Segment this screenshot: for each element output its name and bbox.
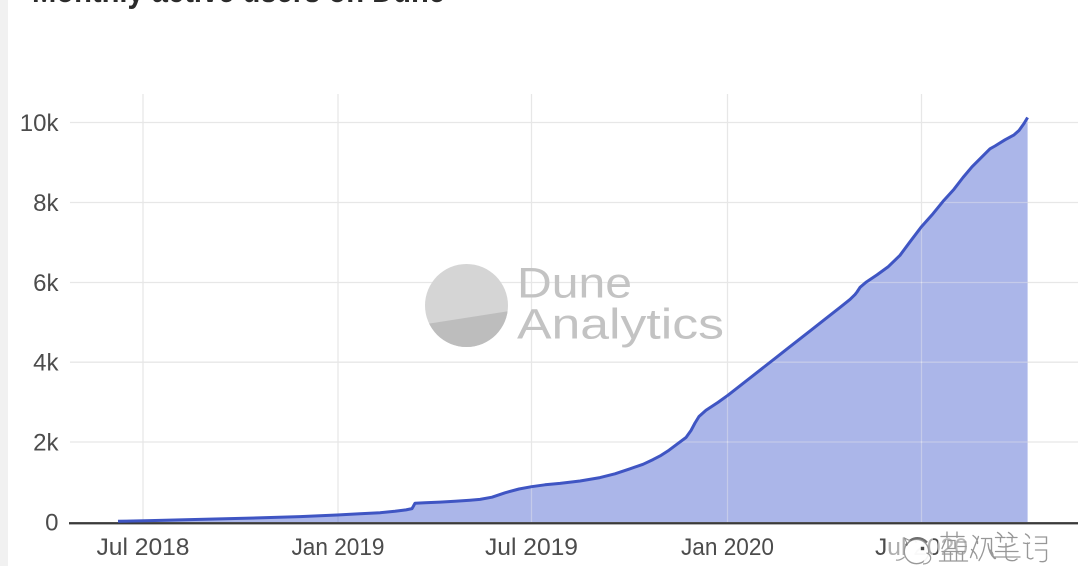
svg-text:Analytics: Analytics [517,301,724,349]
svg-text:Jan 2020: Jan 2020 [681,534,774,561]
svg-text:Monthly active users on Dune: Monthly active users on Dune [32,0,445,9]
svg-text:Jul 2018: Jul 2018 [97,534,190,561]
svg-text:Jul 2019: Jul 2019 [485,534,578,561]
svg-text:6k: 6k [33,270,59,297]
svg-text:0: 0 [45,510,58,537]
svg-text:10k: 10k [20,110,60,137]
svg-text:8k: 8k [33,190,59,217]
svg-text:4k: 4k [33,350,59,377]
svg-text:Jan 2019: Jan 2019 [292,534,385,561]
svg-text:2k: 2k [33,430,59,457]
svg-text:Dune: Dune [517,260,632,308]
